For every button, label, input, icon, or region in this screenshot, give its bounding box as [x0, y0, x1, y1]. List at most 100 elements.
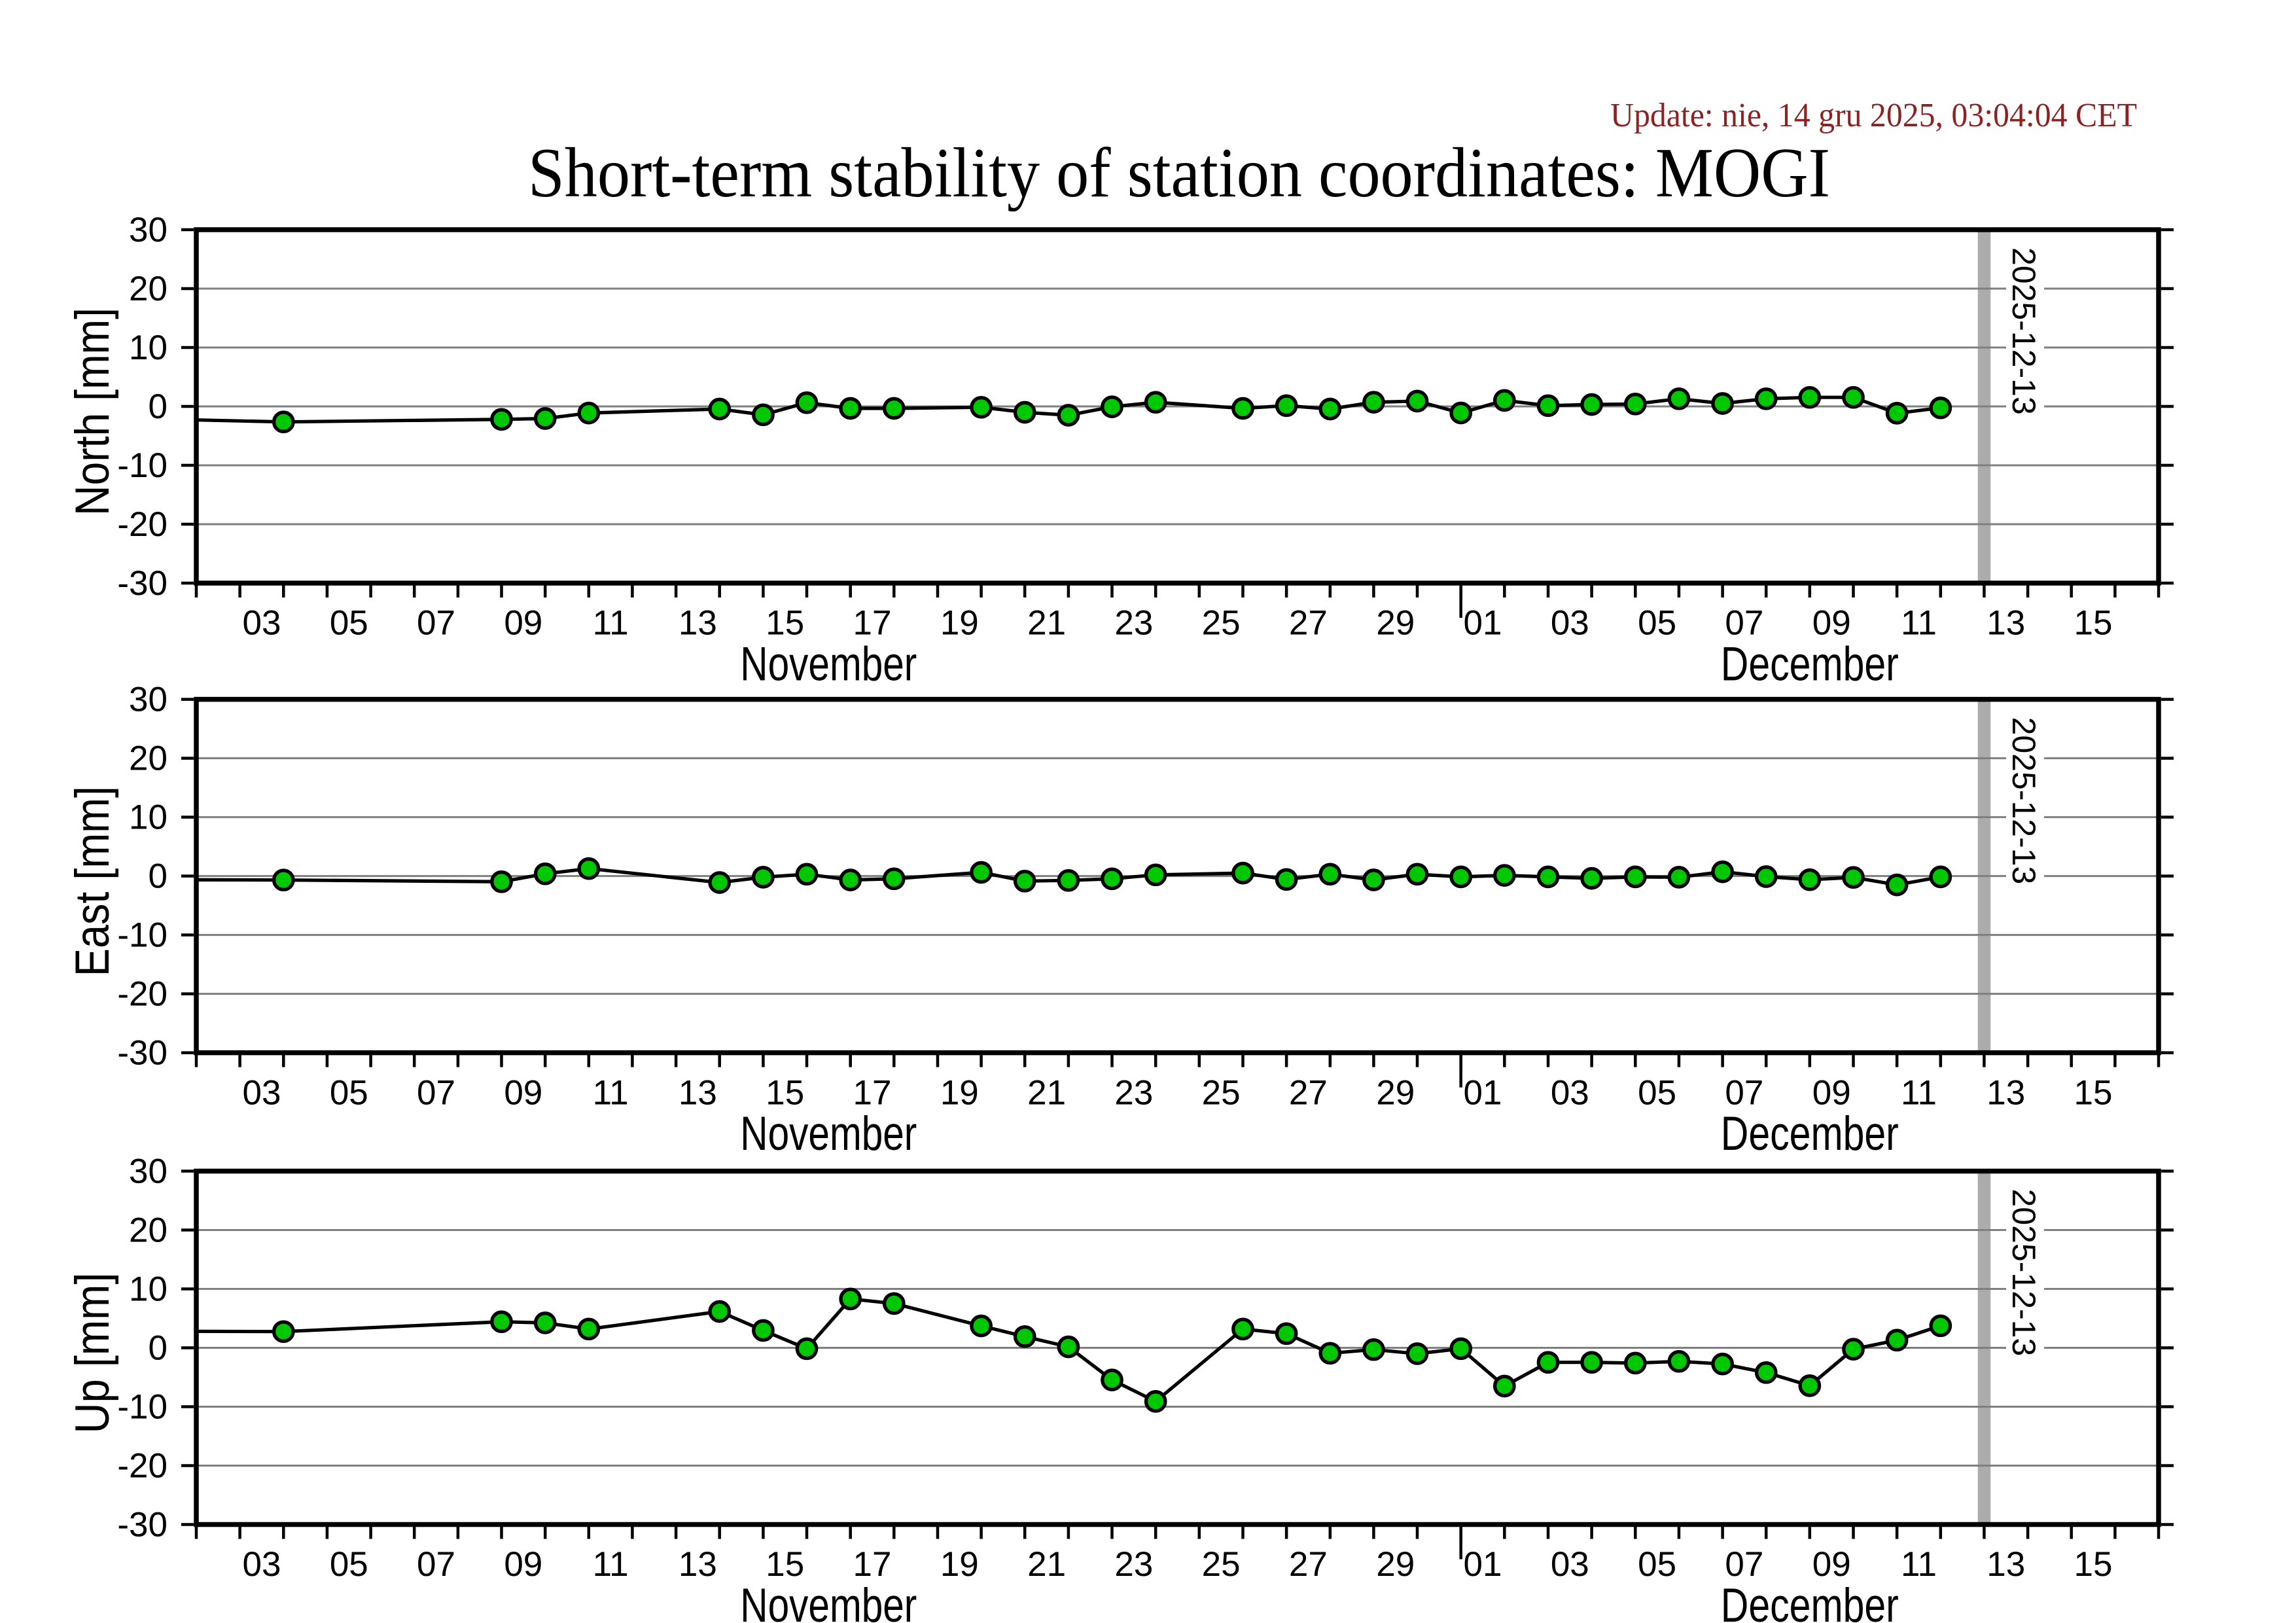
svg-text:01: 01: [1464, 1073, 1502, 1112]
svg-text:05: 05: [330, 1545, 368, 1584]
svg-text:21: 21: [1027, 1545, 1066, 1584]
svg-text:-30: -30: [117, 1506, 168, 1544]
svg-text:-10: -10: [117, 1388, 168, 1427]
svg-text:05: 05: [330, 1073, 368, 1112]
svg-text:07: 07: [417, 1073, 455, 1112]
svg-text:03: 03: [243, 604, 281, 643]
svg-text:13: 13: [679, 1073, 717, 1112]
svg-text:09: 09: [1812, 1545, 1851, 1584]
svg-text:2025-12-13: 2025-12-13: [2005, 247, 2042, 415]
svg-text:-20: -20: [117, 1447, 168, 1486]
svg-text:09: 09: [1812, 604, 1851, 643]
svg-text:05: 05: [1638, 1073, 1676, 1112]
svg-text:03: 03: [1551, 1073, 1589, 1112]
svg-text:03: 03: [243, 1073, 281, 1112]
svg-text:05: 05: [1638, 1545, 1676, 1584]
svg-text:North [mm]: North [mm]: [66, 308, 119, 516]
svg-text:15: 15: [766, 1545, 804, 1584]
svg-text:05: 05: [330, 604, 368, 643]
svg-text:29: 29: [1376, 1073, 1415, 1112]
svg-text:30: 30: [129, 1152, 168, 1191]
svg-text:Up [mm]: Up [mm]: [66, 1273, 119, 1434]
svg-text:21: 21: [1027, 1073, 1066, 1112]
svg-text:13: 13: [1987, 604, 2025, 643]
svg-text:25: 25: [1202, 1545, 1241, 1584]
svg-text:23: 23: [1114, 1073, 1153, 1112]
svg-text:15: 15: [2074, 1073, 2113, 1112]
svg-text:13: 13: [1987, 1545, 2025, 1584]
svg-text:November: November: [740, 1579, 917, 1623]
svg-text:0: 0: [149, 1329, 168, 1368]
svg-text:07: 07: [1725, 604, 1763, 643]
svg-text:19: 19: [940, 604, 979, 643]
svg-text:11: 11: [593, 1073, 629, 1112]
svg-text:15: 15: [2074, 604, 2113, 643]
svg-text:-30: -30: [117, 1034, 168, 1073]
svg-text:07: 07: [1725, 1545, 1763, 1584]
svg-text:07: 07: [417, 1545, 455, 1584]
svg-text:01: 01: [1464, 1545, 1502, 1584]
svg-text:07: 07: [1725, 1073, 1763, 1112]
svg-text:-10: -10: [117, 916, 168, 955]
svg-text:11: 11: [593, 1545, 629, 1584]
svg-text:27: 27: [1289, 1073, 1328, 1112]
svg-text:Short-term stability of statio: Short-term stability of station coordina…: [528, 134, 1830, 212]
svg-text:November: November: [740, 1107, 917, 1160]
svg-text:20: 20: [129, 270, 168, 308]
svg-text:25: 25: [1202, 1073, 1241, 1112]
svg-text:27: 27: [1289, 604, 1328, 643]
svg-text:December: December: [1721, 1107, 1899, 1160]
svg-text:2025-12-13: 2025-12-13: [2005, 717, 2042, 885]
svg-text:13: 13: [679, 1545, 717, 1584]
svg-text:10: 10: [129, 798, 168, 837]
svg-text:20: 20: [129, 1211, 168, 1250]
svg-text:13: 13: [1987, 1073, 2025, 1112]
svg-text:25: 25: [1202, 604, 1241, 643]
svg-text:30: 30: [129, 681, 168, 719]
svg-text:-20: -20: [117, 505, 168, 544]
svg-text:17: 17: [853, 1545, 892, 1584]
svg-text:2025-12-13: 2025-12-13: [2005, 1189, 2042, 1357]
svg-text:15: 15: [766, 1073, 804, 1112]
svg-text:10: 10: [129, 1270, 168, 1309]
svg-text:17: 17: [853, 604, 892, 643]
svg-text:East [mm]: East [mm]: [66, 786, 119, 976]
svg-text:-10: -10: [117, 446, 168, 485]
svg-text:09: 09: [504, 1073, 542, 1112]
svg-text:13: 13: [679, 604, 717, 643]
svg-text:23: 23: [1114, 1545, 1153, 1584]
svg-text:0: 0: [149, 387, 168, 426]
svg-text:December: December: [1721, 637, 1899, 690]
svg-text:December: December: [1721, 1579, 1899, 1623]
svg-text:03: 03: [1551, 1545, 1589, 1584]
svg-text:19: 19: [940, 1073, 979, 1112]
svg-text:Update: nie, 14 gru 2025, 03:0: Update: nie, 14 gru 2025, 03:04:04 CET: [1610, 97, 2137, 134]
svg-text:29: 29: [1376, 1545, 1415, 1584]
svg-text:09: 09: [504, 604, 542, 643]
svg-text:-20: -20: [117, 975, 168, 1014]
svg-text:07: 07: [417, 604, 455, 643]
svg-text:05: 05: [1638, 604, 1676, 643]
svg-text:27: 27: [1289, 1545, 1328, 1584]
svg-text:15: 15: [766, 604, 804, 643]
svg-text:10: 10: [129, 329, 168, 367]
svg-text:29: 29: [1376, 604, 1415, 643]
svg-text:03: 03: [243, 1545, 281, 1584]
svg-text:-30: -30: [117, 564, 168, 603]
svg-text:11: 11: [1901, 604, 1937, 643]
svg-text:01: 01: [1464, 604, 1502, 643]
svg-text:11: 11: [1901, 1545, 1937, 1584]
svg-text:09: 09: [504, 1545, 542, 1584]
svg-text:November: November: [740, 637, 917, 690]
svg-text:11: 11: [1901, 1073, 1937, 1112]
svg-text:0: 0: [149, 857, 168, 896]
svg-text:21: 21: [1027, 604, 1066, 643]
svg-text:23: 23: [1114, 604, 1153, 643]
svg-text:11: 11: [593, 604, 629, 643]
svg-text:15: 15: [2074, 1545, 2113, 1584]
svg-text:19: 19: [940, 1545, 979, 1584]
svg-text:03: 03: [1551, 604, 1589, 643]
svg-text:17: 17: [853, 1073, 892, 1112]
svg-text:30: 30: [129, 211, 168, 249]
svg-text:09: 09: [1812, 1073, 1851, 1112]
